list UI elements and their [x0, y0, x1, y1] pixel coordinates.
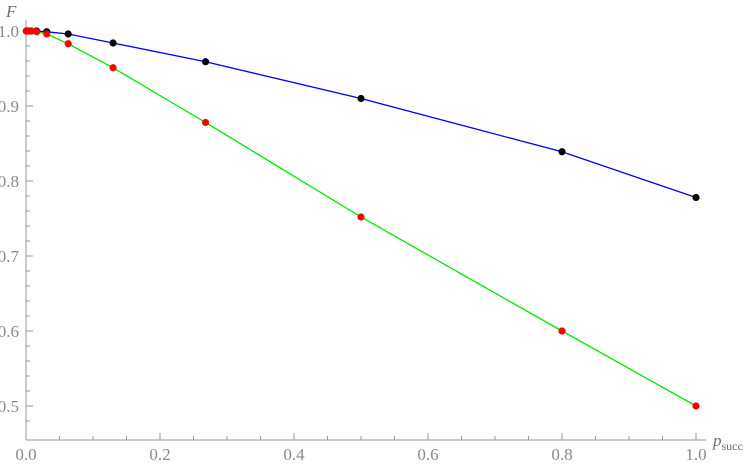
y-tick-label-0: 0.5	[0, 397, 19, 416]
x-tick-label-0: 0.0	[15, 445, 36, 464]
series-2-point-8	[109, 64, 117, 72]
x-tick-label-4: 0.8	[551, 445, 572, 464]
series-1-point-11	[558, 148, 566, 156]
series-1-point-7	[64, 30, 72, 38]
series-1-point-10	[357, 94, 365, 103]
x-axis-label: psucc	[712, 431, 743, 453]
series-1-point-12	[692, 193, 700, 202]
y-tick-label-1: 0.6	[0, 322, 19, 341]
y-tick-label-4: 0.9	[0, 97, 19, 116]
y-axis-label: F	[5, 2, 17, 21]
x-tick-label-3: 0.6	[417, 445, 438, 464]
x-axis-label-main: p	[712, 431, 722, 450]
y-tick-label-3: 0.8	[0, 172, 19, 191]
series-2-point-9	[201, 118, 210, 127]
series-2-point-12	[692, 402, 700, 410]
x-tick-label-2: 0.4	[283, 445, 305, 464]
series-2-point-11	[558, 327, 566, 335]
series-points	[22, 27, 700, 410]
axes	[25, 20, 706, 441]
series-1-point-9	[201, 58, 210, 66]
series-2-point-10	[357, 213, 365, 221]
tick-labels: 0.0 0.2 0.4 0.6 0.8 1.0 0.5 0.6 0.7 0.8 0.9 1.0	[0, 22, 707, 464]
ticks	[25, 30, 697, 440]
y-tick-label-5: 1.0	[0, 22, 19, 41]
series-2-point-6	[43, 30, 51, 38]
series-2-point-7	[64, 40, 72, 48]
series-2-point-4	[27, 27, 35, 35]
x-tick-label-1: 0.2	[149, 445, 170, 464]
series-1-line	[26, 30, 697, 199]
x-tick-label-5: 1.0	[685, 445, 706, 464]
y-tick-label-2: 0.7	[0, 247, 20, 266]
series-2-point-5	[33, 28, 41, 36]
x-axis-label-subscript: succ	[722, 439, 743, 453]
series-1-point-8	[109, 39, 117, 47]
